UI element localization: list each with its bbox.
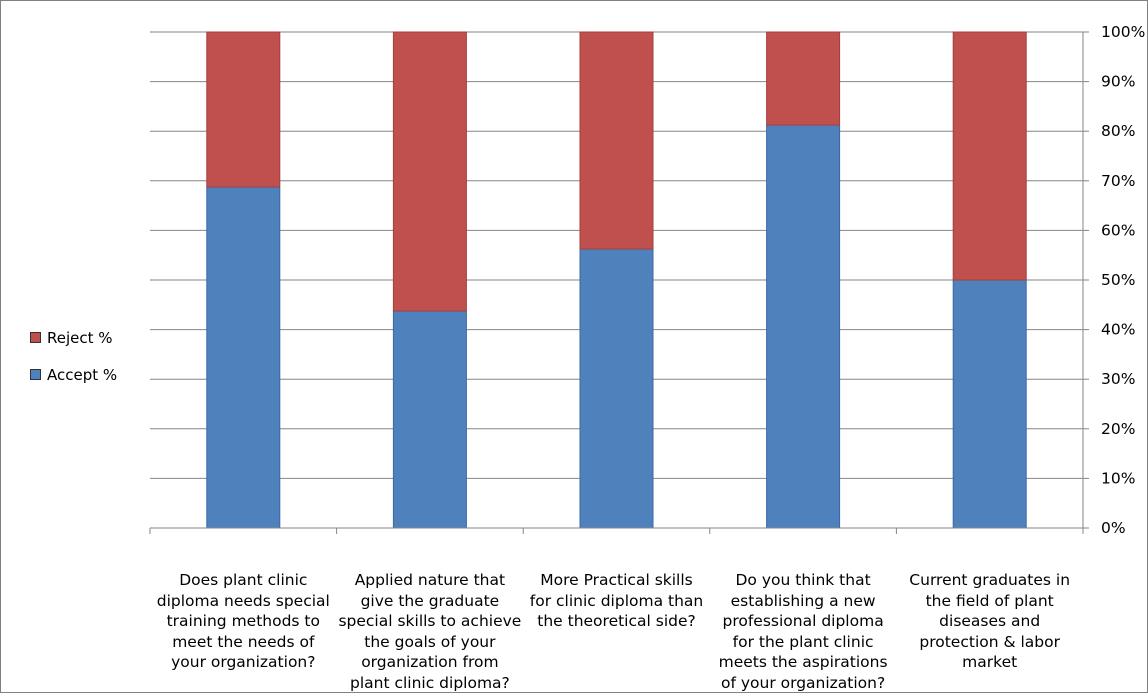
category-label-line: meet the needs of xyxy=(172,632,315,651)
category-label-line: organization from xyxy=(361,653,499,671)
bar-accept-2 xyxy=(579,248,654,529)
y-tick-label: 30% xyxy=(1101,370,1135,388)
category-label-line: the field of plant xyxy=(925,591,1054,610)
category-label-line: Do you think that xyxy=(735,571,871,589)
y-tick-label: 100% xyxy=(1101,23,1145,41)
category-label-3: Do you think that establishing a new profe… xyxy=(709,570,897,693)
category-label-line: plant clinic diploma? xyxy=(349,673,510,692)
category-label-line: the goals of your xyxy=(364,632,496,651)
category-label-line: of your organization? xyxy=(720,673,886,692)
category-label-line: your organization? xyxy=(171,653,316,671)
category-label-line: professional diploma xyxy=(722,612,884,630)
bar-reject-2 xyxy=(579,31,654,250)
legend-label-reject: Reject % xyxy=(47,328,113,347)
category-label-line: Does plant clinic xyxy=(179,571,308,589)
category-label-line: diseases and xyxy=(939,612,1041,630)
y-tick-labels: 0% 10% 20% 30% 40% 50% 60% 70% 80% 90% 100% xyxy=(1101,23,1145,537)
bar-reject-1 xyxy=(392,31,467,312)
legend-swatch-reject xyxy=(30,332,41,343)
legend-item-reject: Reject % xyxy=(30,326,117,349)
category-label-line: meets the aspirations xyxy=(718,653,888,671)
category-label-line: Current graduates in xyxy=(909,571,1071,589)
axes xyxy=(149,31,1089,534)
category-label-line: special skills to achieve xyxy=(338,612,522,630)
category-label-line: diploma needs special xyxy=(156,591,330,610)
y-tick-label: 20% xyxy=(1101,420,1135,438)
bar-accept-0 xyxy=(206,186,281,529)
category-label-line: market xyxy=(962,653,1018,671)
y-tick-label: 90% xyxy=(1101,73,1135,91)
category-label-line: for the plant clinic xyxy=(732,632,874,651)
bar-reject-3 xyxy=(766,31,841,126)
bar-accept-3 xyxy=(766,124,841,529)
bar-accept-1 xyxy=(392,310,467,529)
bar-accept-4 xyxy=(952,279,1027,529)
legend-label-accept: Accept % xyxy=(47,365,118,384)
category-label-line: for clinic diploma than xyxy=(529,591,704,610)
y-tick-label: 70% xyxy=(1101,172,1135,190)
category-label-line: the theoretical side? xyxy=(537,612,696,630)
y-tick-label: 40% xyxy=(1101,321,1135,339)
category-label-line: training methods to xyxy=(166,612,320,630)
legend-swatch-accept xyxy=(30,369,41,380)
category-label-line: More Practical skills xyxy=(540,571,693,589)
bar-reject-0 xyxy=(206,31,281,188)
y-tick-label: 80% xyxy=(1101,122,1135,140)
legend-item-accept: Accept % xyxy=(30,363,117,386)
category-label-line: Applied nature that xyxy=(354,571,506,589)
y-tick-label: 10% xyxy=(1101,469,1135,487)
category-label-1: Applied nature that give the graduate spec… xyxy=(336,570,524,693)
category-label-4: Current graduates in the field of plant di… xyxy=(896,570,1084,673)
y-tick-label: 0% xyxy=(1101,519,1126,537)
y-tick-label: 50% xyxy=(1101,271,1135,289)
category-label-0: Does plant clinic diploma needs special tr… xyxy=(149,570,337,673)
legend: Reject % Accept % xyxy=(30,326,117,400)
category-label-line: protection & labor xyxy=(919,632,1060,651)
category-label-line: give the graduate xyxy=(360,591,500,610)
y-tick-label: 60% xyxy=(1101,221,1135,239)
category-label-line: establishing a new xyxy=(730,591,876,610)
bars xyxy=(206,31,1027,529)
bar-reject-4 xyxy=(952,31,1027,281)
category-label-2: More Practical skills for clinic diploma … xyxy=(523,570,711,632)
